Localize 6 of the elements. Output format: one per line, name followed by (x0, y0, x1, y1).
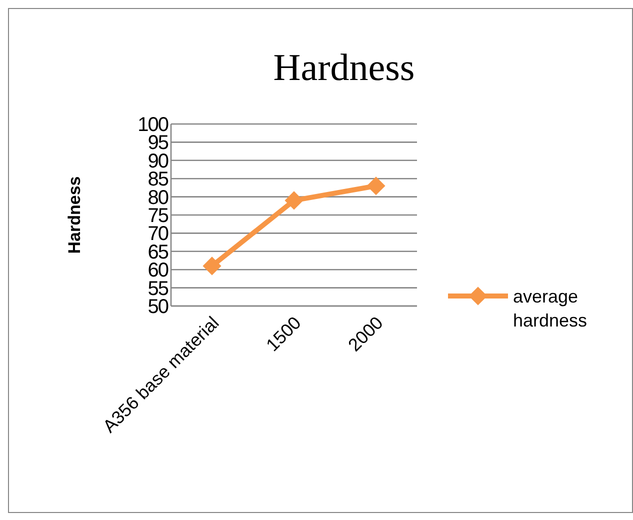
chart-title: Hardness (273, 47, 415, 89)
point (284, 191, 304, 210)
y-axis-title: Hardness (65, 176, 84, 254)
point (366, 176, 386, 196)
point (202, 256, 222, 276)
legend-label: average hardness (513, 286, 588, 331)
